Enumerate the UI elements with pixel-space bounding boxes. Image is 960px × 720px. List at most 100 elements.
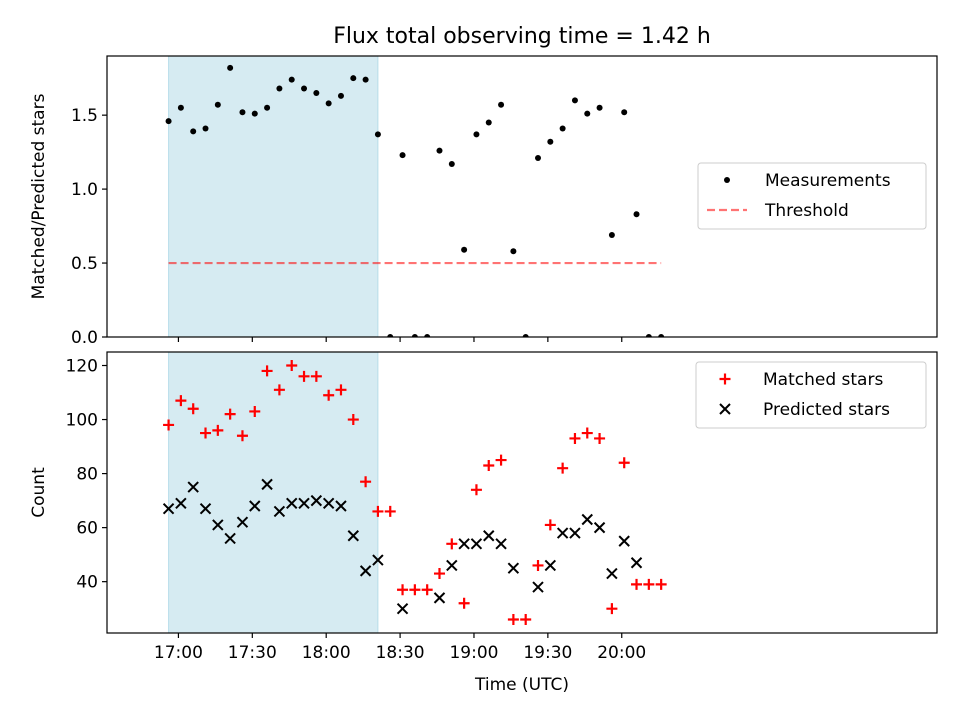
matched-stars-point bbox=[163, 419, 175, 431]
matched-stars-point bbox=[643, 578, 655, 590]
predicted-stars-point bbox=[433, 592, 446, 604]
matched-stars-point bbox=[606, 603, 618, 615]
measurements-point bbox=[584, 110, 591, 117]
predicted-stars-point bbox=[569, 527, 581, 539]
shaded-span bbox=[168, 351, 379, 634]
measurements-point bbox=[387, 334, 394, 337]
matched-stars-point bbox=[335, 384, 347, 396]
matched-stars-point bbox=[360, 476, 372, 488]
shaded-span bbox=[168, 55, 379, 338]
predicted-stars-point bbox=[335, 500, 347, 512]
measurements-point bbox=[227, 64, 234, 71]
legend-marker bbox=[724, 177, 730, 183]
predicted-stars-point bbox=[581, 513, 593, 526]
predicted-stars-point bbox=[593, 521, 606, 534]
matched-stars-point bbox=[544, 519, 556, 531]
predicted-stars-point bbox=[483, 530, 495, 542]
legend-label: Predicted stars bbox=[763, 400, 890, 420]
x-tick-label: 19:30 bbox=[523, 643, 572, 663]
predicted-stars-point bbox=[359, 565, 372, 577]
measurements-point bbox=[559, 125, 566, 132]
y-tick-label: 0.5 bbox=[71, 254, 98, 274]
predicted-stars-point bbox=[630, 557, 643, 569]
measurements-point bbox=[621, 109, 628, 116]
matched-stars-point bbox=[347, 414, 359, 426]
y-tick-label: 120 bbox=[66, 357, 98, 377]
legend-label: Matched stars bbox=[763, 370, 883, 390]
measurements-point bbox=[190, 128, 197, 135]
measurements-point bbox=[522, 334, 529, 337]
measurements-point bbox=[485, 119, 492, 126]
measurements-point bbox=[424, 334, 431, 337]
matched-stars-point bbox=[446, 538, 458, 550]
x-tick-label: 17:00 bbox=[154, 643, 203, 663]
measurements-point bbox=[436, 147, 443, 154]
measurements-point bbox=[239, 109, 246, 116]
matched-stars-point bbox=[384, 505, 396, 517]
predicted-stars-point bbox=[224, 532, 236, 545]
matched-stars-point bbox=[433, 568, 445, 580]
y-tick-label: 1.0 bbox=[71, 180, 98, 200]
y-tick-label: 60 bbox=[76, 519, 98, 539]
predicted-stars-point bbox=[458, 538, 470, 550]
predicted-stars-point bbox=[322, 497, 335, 510]
x-tick-label: 19:00 bbox=[449, 643, 498, 663]
measurements-point bbox=[214, 101, 221, 108]
predicted-stars-point bbox=[544, 559, 557, 572]
predicted-stars-point bbox=[286, 497, 298, 510]
measurements-point bbox=[608, 231, 615, 238]
matched-stars-point bbox=[483, 459, 495, 471]
count-panel: 40 60 80 100 120 17:00 17:30 18:00 18:30 19:00 19:… bbox=[29, 351, 938, 663]
figure-title: Flux total observing time = 1.42 h bbox=[333, 24, 711, 49]
matched-stars-point bbox=[224, 408, 236, 420]
matched-stars-point bbox=[175, 395, 187, 407]
matched-stars-point bbox=[323, 389, 335, 401]
axes-frame bbox=[106, 351, 938, 634]
predicted-stars-point bbox=[298, 497, 310, 510]
matched-stars-point bbox=[569, 432, 581, 444]
measurements-point bbox=[374, 131, 381, 138]
measurements-point bbox=[547, 138, 554, 145]
predicted-stars-point bbox=[396, 602, 409, 615]
y-tick-label: 80 bbox=[76, 465, 98, 485]
measurements-point bbox=[350, 75, 357, 82]
matched-stars-point bbox=[273, 384, 285, 396]
ratio-panel: 0.0 0.5 1.0 1.5 Matched/Predicted stars Measu… bbox=[29, 55, 938, 348]
y-axis-label: Count bbox=[29, 467, 49, 518]
predicted-stars-point bbox=[261, 478, 273, 491]
predicted-stars-point bbox=[175, 497, 187, 510]
x-tick-label: 18:00 bbox=[302, 643, 351, 663]
matched-stars-point bbox=[470, 484, 482, 496]
legend-label: Threshold bbox=[764, 201, 849, 221]
series-points bbox=[162, 360, 667, 625]
matched-stars-point bbox=[458, 597, 470, 609]
y-tick-label: 1.5 bbox=[71, 106, 98, 126]
measurements-point bbox=[658, 334, 665, 337]
matched-stars-point bbox=[397, 584, 409, 596]
legend-box bbox=[697, 162, 927, 230]
predicted-stars-point bbox=[618, 535, 630, 547]
legend-marker bbox=[719, 373, 731, 385]
matched-stars-point bbox=[200, 427, 212, 439]
measurements-point bbox=[571, 97, 578, 104]
predicted-stars-point bbox=[372, 554, 384, 566]
matched-stars-point bbox=[212, 424, 224, 436]
predicted-stars-point bbox=[273, 505, 286, 518]
predicted-stars-point bbox=[470, 538, 483, 550]
matched-stars-point bbox=[618, 457, 630, 469]
measurements-point bbox=[325, 100, 332, 107]
y-tick-label: 0.0 bbox=[71, 328, 98, 348]
predicted-stars-point bbox=[347, 530, 359, 542]
measurements-point bbox=[645, 334, 652, 337]
matched-stars-point bbox=[187, 403, 199, 415]
predicted-stars-point bbox=[249, 500, 261, 512]
measurements-point bbox=[251, 110, 258, 117]
matched-stars-point bbox=[409, 584, 421, 596]
measurements-point bbox=[313, 89, 320, 96]
predicted-stars-point bbox=[187, 481, 199, 493]
matched-stars-point bbox=[594, 432, 606, 444]
y-axis-label: Matched/Predicted stars bbox=[29, 93, 49, 299]
matched-stars-point bbox=[507, 613, 519, 625]
matched-stars-point bbox=[532, 559, 544, 571]
x-tick-label: 17:30 bbox=[228, 643, 277, 663]
